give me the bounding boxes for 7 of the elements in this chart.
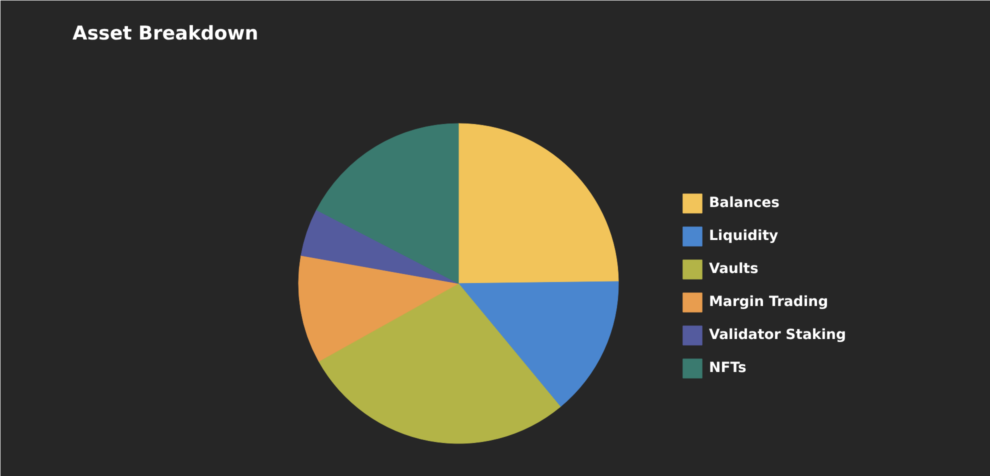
legend-label: Liquidity — [709, 228, 778, 244]
legend-label: Vaults — [709, 261, 758, 277]
legend-label: Validator Staking — [709, 327, 846, 343]
legend-label: Balances — [709, 195, 780, 211]
chart-title: Asset Breakdown — [72, 22, 258, 44]
legend-label: Margin Trading — [709, 294, 828, 310]
legend-label: NFTs — [709, 360, 746, 376]
